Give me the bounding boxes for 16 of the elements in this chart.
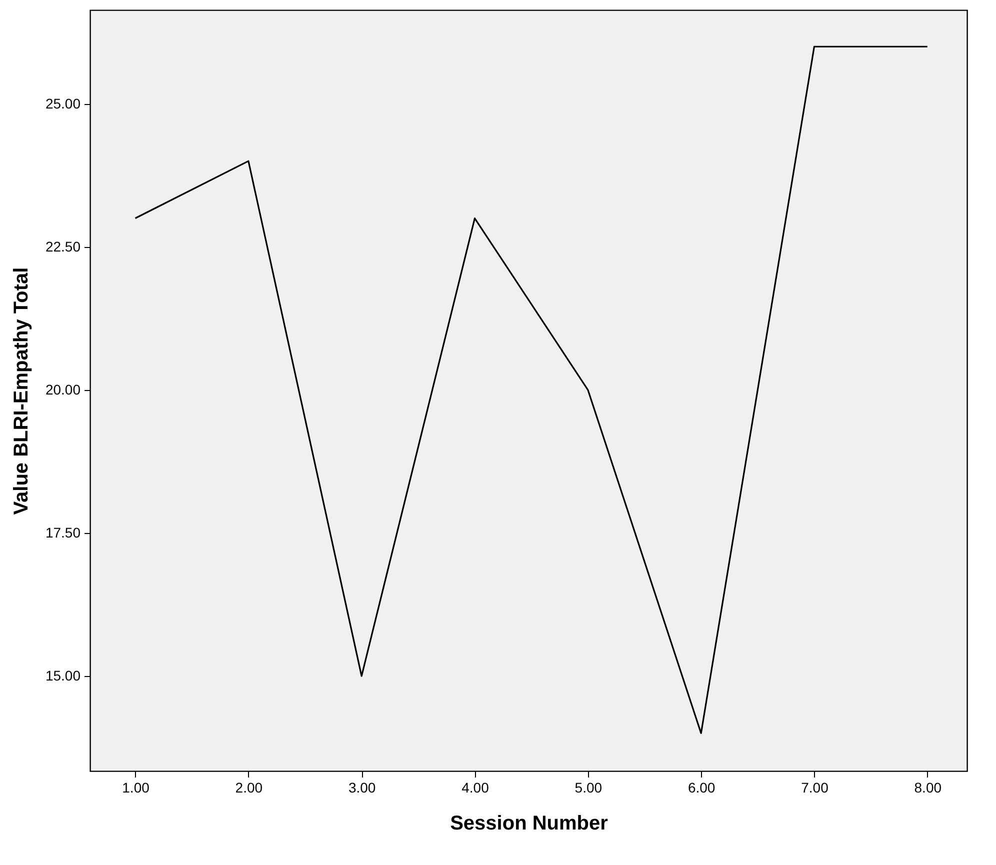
line-series <box>134 46 928 734</box>
y-tick-label: 15.00 <box>45 668 81 684</box>
y-tick-label: 25.00 <box>45 95 81 112</box>
x-tick-label: 7.00 <box>801 780 829 796</box>
x-tick-label: 2.00 <box>235 780 263 796</box>
x-tick-label: 5.00 <box>574 780 602 796</box>
x-tick-label: 4.00 <box>462 780 490 796</box>
x-tick-label: 8.00 <box>914 780 942 796</box>
y-axis-title: Value BLRI-Empathy Total <box>10 267 32 515</box>
x-tick-label: 3.00 <box>348 780 376 796</box>
y-tick-label: 22.50 <box>45 238 81 254</box>
y-tick-label: 20.00 <box>45 381 81 398</box>
x-tick-label: 1.00 <box>122 780 150 796</box>
x-axis-title: Session Number <box>450 812 608 834</box>
y-tick-label: 17.50 <box>45 524 81 540</box>
x-tick-label: 6.00 <box>688 780 716 796</box>
